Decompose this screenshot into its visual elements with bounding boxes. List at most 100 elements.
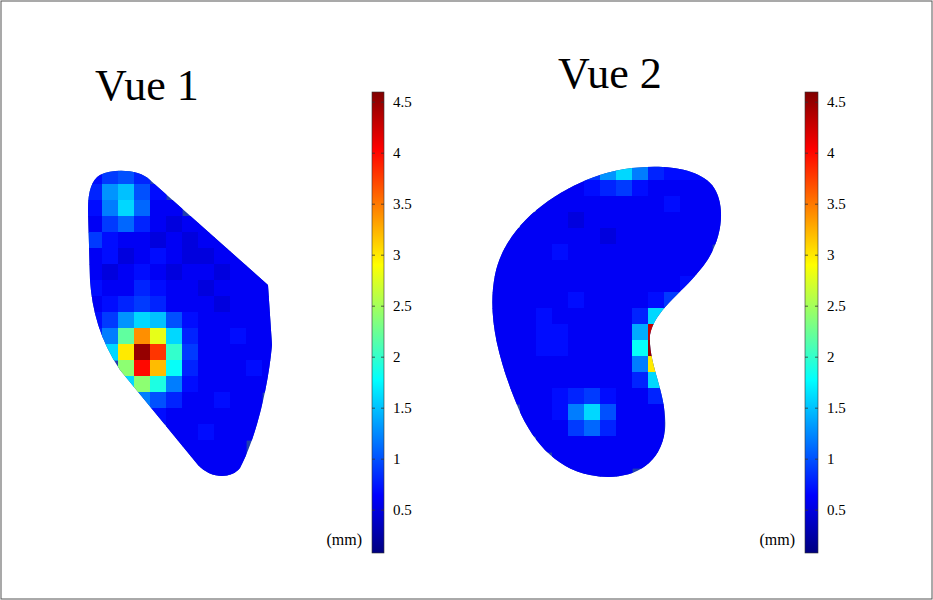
panel-title: Vue 2 bbox=[558, 49, 662, 98]
heatmap-cell bbox=[648, 372, 665, 389]
heatmap-cell bbox=[648, 196, 665, 213]
heatmap-cell bbox=[86, 296, 103, 313]
heatmap-cell bbox=[150, 408, 167, 425]
heatmap-cell bbox=[616, 228, 633, 245]
heatmap-cell bbox=[214, 360, 231, 377]
heatmap-cell bbox=[712, 212, 729, 229]
heatmap-cell bbox=[632, 404, 649, 421]
heatmap-cell bbox=[600, 244, 617, 261]
colorbar-tick bbox=[815, 255, 818, 256]
heatmap-cell bbox=[246, 312, 263, 329]
colorbar-tick bbox=[372, 102, 375, 103]
heatmap-cell bbox=[198, 392, 215, 409]
heatmap-cell bbox=[86, 184, 103, 201]
heatmap-cell bbox=[230, 424, 247, 441]
colorbar-tick bbox=[805, 408, 808, 409]
heatmap-cell bbox=[568, 404, 585, 421]
heatmap-cell bbox=[536, 292, 553, 309]
colorbar-tick-label: 2.5 bbox=[827, 298, 846, 314]
colorbar-tick bbox=[815, 357, 818, 358]
colorbar-tick bbox=[372, 306, 375, 307]
heatmap-cell bbox=[488, 308, 505, 325]
heatmap-cell bbox=[102, 184, 119, 201]
heatmap-cell bbox=[262, 296, 279, 313]
heatmap-cell bbox=[552, 356, 569, 373]
heatmap-cell bbox=[616, 180, 633, 197]
heatmap-cell bbox=[182, 312, 199, 329]
heatmap-cell bbox=[584, 276, 601, 293]
colorbar-tick bbox=[805, 204, 808, 205]
heatmap-cell bbox=[632, 388, 649, 405]
heatmap-cell bbox=[712, 180, 729, 197]
heatmap-cell bbox=[262, 328, 279, 345]
heatmap-cell bbox=[568, 212, 585, 229]
heatmap-cell bbox=[230, 408, 247, 425]
heatmap-cell bbox=[552, 244, 569, 261]
heatmap-cell bbox=[552, 196, 569, 213]
heatmap-cell bbox=[134, 184, 151, 201]
heatmap-cell bbox=[504, 308, 521, 325]
colorbar-tick bbox=[815, 306, 818, 307]
heatmap-cell bbox=[568, 292, 585, 309]
heatmap-cell bbox=[568, 180, 585, 197]
colorbar-tick bbox=[372, 459, 375, 460]
heatmap-cell bbox=[182, 264, 199, 281]
heatmap-cell bbox=[552, 212, 569, 229]
heatmap-cell bbox=[712, 196, 729, 213]
heatmap-cell bbox=[182, 216, 199, 233]
heatmap-cell bbox=[214, 328, 231, 345]
heatmap-cell bbox=[632, 196, 649, 213]
heatmap-cell bbox=[166, 376, 183, 393]
heatmap-cell bbox=[632, 356, 649, 373]
heatmap-cell bbox=[86, 328, 103, 345]
heatmap-cell bbox=[134, 344, 151, 361]
heatmap-cell bbox=[86, 232, 103, 249]
heatmap-cell bbox=[198, 232, 215, 249]
heatmap-cell bbox=[616, 324, 633, 341]
heatmap-cell bbox=[150, 248, 167, 265]
colorbar-tick bbox=[805, 459, 808, 460]
heatmap-cell bbox=[552, 452, 569, 469]
colorbar-tick bbox=[805, 102, 808, 103]
colorbar-tick-label: 1 bbox=[827, 451, 835, 467]
heatmap-cell bbox=[118, 328, 135, 345]
heatmap-cell bbox=[536, 356, 553, 373]
heatmap-cell bbox=[134, 280, 151, 297]
heatmap-cell bbox=[118, 344, 135, 361]
heatmap-cell bbox=[118, 376, 135, 393]
heatmap-cell bbox=[568, 420, 585, 437]
heatmap-cell bbox=[600, 340, 617, 357]
heatmap-cell bbox=[134, 296, 151, 313]
heatmap-cell bbox=[134, 248, 151, 265]
heatmap-cell bbox=[262, 312, 279, 329]
heatmap-cell bbox=[632, 244, 649, 261]
heatmap-cell bbox=[230, 456, 247, 473]
heatmap-cell bbox=[504, 356, 521, 373]
heatmap-cell bbox=[230, 360, 247, 377]
heatmap-cell bbox=[198, 376, 215, 393]
heatmap-cell bbox=[600, 308, 617, 325]
heatmap-cell bbox=[182, 440, 199, 457]
heatmap-cell bbox=[648, 228, 665, 245]
heatmap-cell bbox=[488, 324, 505, 341]
colorbar-tick bbox=[815, 459, 818, 460]
heatmap-cell bbox=[86, 200, 103, 217]
heatmap-cell bbox=[648, 436, 665, 453]
heatmap-cell bbox=[198, 248, 215, 265]
heatmap-cell bbox=[584, 308, 601, 325]
heatmap-cell bbox=[246, 344, 263, 361]
heatmap-cell bbox=[198, 296, 215, 313]
colorbar-tick bbox=[381, 255, 384, 256]
heatmap-cell bbox=[182, 392, 199, 409]
heatmap-cell bbox=[214, 392, 231, 409]
colorbar-tick bbox=[815, 102, 818, 103]
heatmap-cell bbox=[568, 260, 585, 277]
heatmap-cell bbox=[230, 328, 247, 345]
heatmap-cell bbox=[552, 180, 569, 197]
heatmap-cell bbox=[504, 340, 521, 357]
heatmap-cell bbox=[616, 164, 633, 181]
colorbar-tick-label: 3 bbox=[827, 247, 835, 263]
heatmap-cell bbox=[536, 228, 553, 245]
heatmap-cell bbox=[134, 200, 151, 217]
heatmap-cell bbox=[230, 280, 247, 297]
